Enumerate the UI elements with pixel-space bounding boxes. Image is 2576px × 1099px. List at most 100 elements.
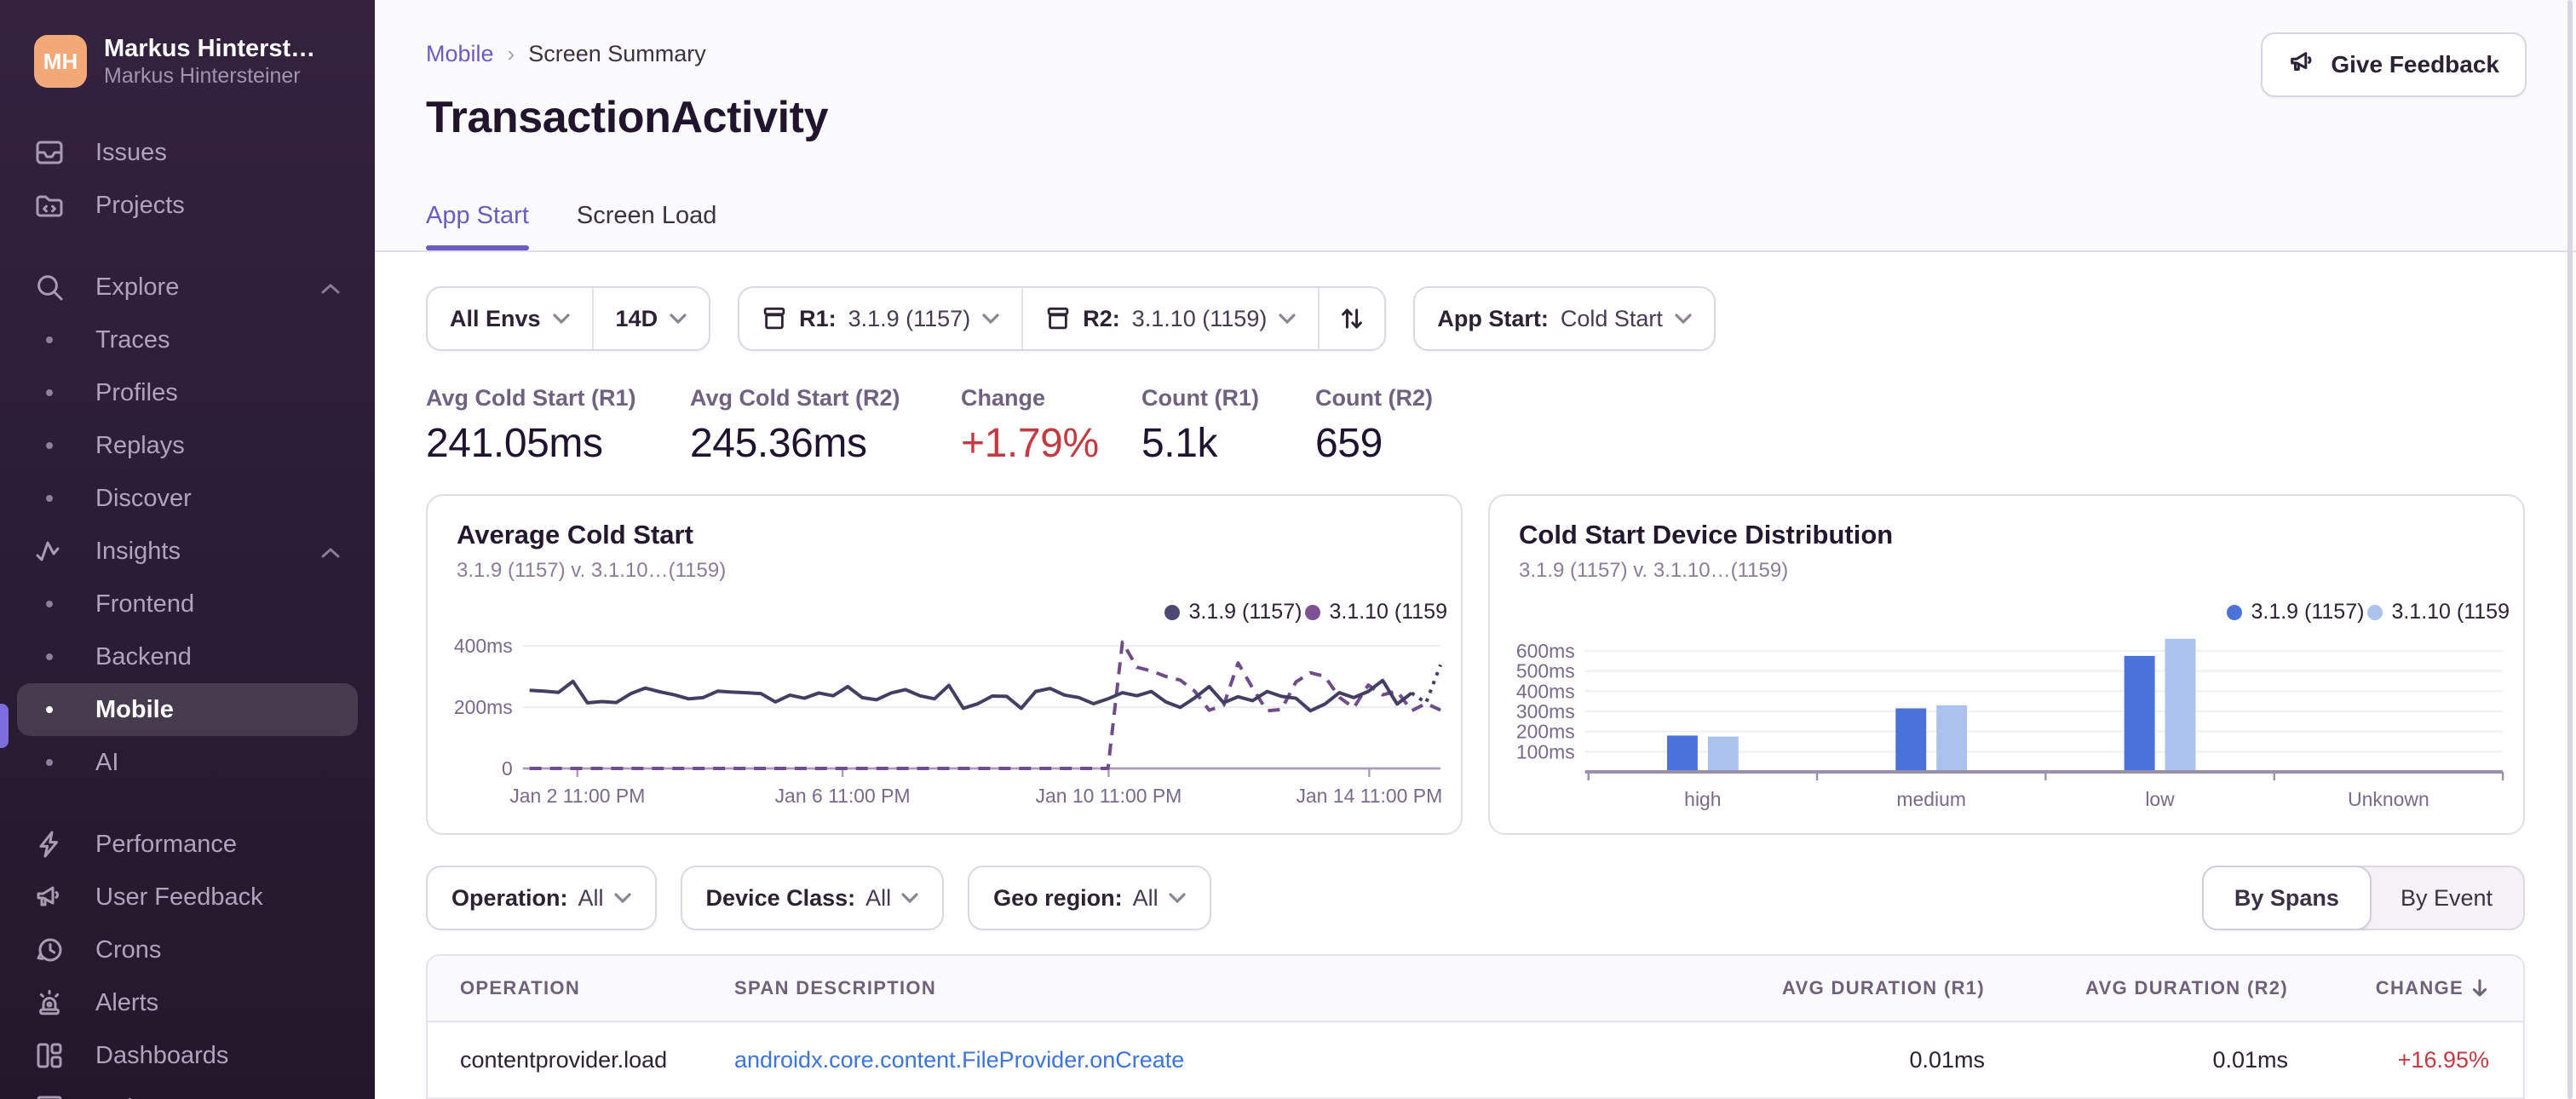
breadcrumb-mobile-link[interactable]: Mobile [426, 41, 494, 66]
release2-selector[interactable]: R2: 3.1.10 (1159) [1021, 288, 1318, 349]
siren-icon [34, 987, 65, 1018]
chevron-down-icon [552, 314, 570, 324]
svg-text:Jan 10 11:00 PM: Jan 10 11:00 PM [1036, 785, 1182, 807]
sidebar-item-releases[interactable]: Releases [17, 1082, 358, 1099]
sidebar-item-replays[interactable]: Replays [17, 419, 358, 472]
span-description-link[interactable]: androidx.core.content.FileProvider.onCre… [734, 1046, 1185, 1073]
chevron-down-icon [613, 893, 631, 903]
user-name: Markus Hinterst… [104, 35, 316, 62]
megaphone-icon [2288, 48, 2317, 83]
sidebar: MH Markus Hinterst… Markus Hintersteiner… [0, 0, 375, 1099]
page-scrollbar[interactable] [2567, 0, 2573, 1099]
legend-dot [1305, 604, 1321, 620]
sidebar-item-mobile[interactable]: Mobile [17, 683, 358, 736]
tab-app-start[interactable]: App Start [426, 202, 530, 250]
cell-operation: contentprovider.load [460, 1046, 668, 1073]
svg-text:Jan 2 11:00 PM: Jan 2 11:00 PM [509, 785, 645, 807]
swap-releases-button[interactable] [1318, 288, 1384, 349]
stats-row: Avg Cold Start (R1) 241.05ms Avg Cold St… [426, 385, 2525, 467]
legend-dot [2227, 604, 2243, 620]
chevron-down-icon [1675, 314, 1692, 324]
breadcrumb-current: Screen Summary [528, 41, 706, 66]
svg-text:Jan 6 11:00 PM: Jan 6 11:00 PM [775, 785, 911, 807]
sidebar-item-frontend[interactable]: Frontend [17, 578, 358, 630]
col-operation[interactable]: OPERATION [460, 977, 581, 998]
release-box-icon [1047, 307, 1069, 330]
sidebar-item-performance[interactable]: Performance [17, 818, 358, 871]
env-date-filter-group: All Envs 14D [426, 286, 711, 351]
sidebar-item-discover[interactable]: Discover [17, 472, 358, 525]
stat-change: Change +1.79% [961, 385, 1099, 466]
col-span-description[interactable]: SPAN DESCRIPTION [734, 977, 937, 998]
sidebar-item-user-feedback[interactable]: User Feedback [17, 871, 358, 924]
chevron-down-icon [670, 314, 687, 324]
user-org: Markus Hintersteiner [104, 64, 301, 88]
svg-text:400ms: 400ms [1516, 680, 1575, 702]
release-compare-group: R1: 3.1.9 (1157) R2: 3.1.10 (1159) [738, 286, 1387, 351]
sidebar-item-ai[interactable]: AI [17, 736, 358, 789]
give-feedback-button[interactable]: Give Feedback [2261, 32, 2527, 97]
cell-avg-r1: 0.01ms [1909, 1046, 1985, 1073]
chevron-right-icon: › [507, 41, 515, 66]
charts-row: Average Cold Start 3.1.9 (1157) v. 3.1.1… [426, 494, 2525, 835]
col-avg-duration-r1[interactable]: AVG DURATION (R1) [1782, 977, 1985, 998]
insights-wave-icon [34, 536, 65, 567]
chart-title: Cold Start Device Distribution [1519, 520, 1894, 550]
svg-text:600ms: 600ms [1516, 640, 1575, 662]
sidebar-item-explore[interactable]: Explore [17, 261, 358, 314]
col-avg-duration-r2[interactable]: AVG DURATION (R2) [2085, 977, 2288, 998]
chevron-up-icon [320, 538, 341, 566]
issues-icon [34, 137, 65, 168]
sidebar-item-issues[interactable]: Issues [17, 126, 358, 179]
projects-icon [34, 190, 65, 221]
arrow-down-icon [2472, 979, 2487, 997]
release1-selector[interactable]: R1: 3.1.9 (1157) [739, 288, 1021, 349]
clock-icon [34, 935, 65, 965]
sidebar-item-backend[interactable]: Backend [17, 630, 358, 683]
org-user-switcher[interactable]: MH Markus Hinterst… Markus Hintersteiner [0, 0, 375, 112]
stat-count-r2: Count (R2) 659 [1315, 385, 1433, 466]
sidebar-item-alerts[interactable]: Alerts [17, 976, 358, 1029]
stat-avg-cold-start-r1: Avg Cold Start (R1) 241.05ms [426, 385, 636, 466]
toggle-by-spans[interactable]: By Spans [2201, 866, 2372, 930]
col-change[interactable]: CHANGE [2288, 977, 2523, 999]
table-row[interactable]: contentprovider.load androidx.core.conte… [428, 1022, 2523, 1099]
chart-subtitle: 3.1.9 (1157) v. 3.1.10…(1159) [457, 559, 727, 582]
table-header: OPERATION SPAN DESCRIPTION AVG DURATION … [428, 956, 2523, 1022]
chart-legend: 3.1.9 (1157) 3.1.10 (1159 [2223, 600, 2510, 624]
app-start-type-filter[interactable]: App Start: Cold Start [1415, 288, 1714, 349]
svg-text:200ms: 200ms [1516, 721, 1575, 743]
svg-text:low: low [2145, 788, 2175, 810]
page-title: TransactionActivity [426, 93, 829, 142]
sidebar-nav: Issues Projects Explore Traces [0, 112, 375, 1099]
legend-dot [1164, 604, 1181, 620]
tab-screen-load[interactable]: Screen Load [576, 202, 717, 229]
main-content: Mobile › Screen Summary Give Feedback Tr… [375, 0, 2576, 1099]
sidebar-item-projects[interactable]: Projects [17, 179, 358, 232]
sidebar-item-profiles[interactable]: Profiles [17, 366, 358, 419]
search-icon [34, 272, 65, 302]
sidebar-item-crons[interactable]: Crons [17, 924, 358, 976]
svg-text:Jan 14 11:00 PM: Jan 14 11:00 PM [1296, 785, 1442, 807]
chart-subtitle: 3.1.9 (1157) v. 3.1.10…(1159) [1519, 559, 1789, 582]
svg-text:400ms: 400ms [454, 635, 513, 657]
operation-filter[interactable]: Operation: All [426, 866, 657, 930]
device-class-filter[interactable]: Device Class: All [680, 866, 945, 930]
svg-text:0: 0 [502, 757, 513, 780]
toggle-by-event[interactable]: By Event [2400, 884, 2493, 911]
svg-text:Unknown: Unknown [2348, 788, 2429, 810]
svg-text:medium: medium [1896, 788, 1966, 810]
sidebar-item-insights[interactable]: Insights [17, 525, 358, 578]
sidebar-item-dashboards[interactable]: Dashboards [17, 1029, 358, 1082]
breadcrumb: Mobile › Screen Summary [426, 41, 706, 67]
line-chart[interactable]: 0 200ms 400ms Jan 2 11:00 PM Jan 6 11:00 PM J… [428, 625, 1461, 826]
date-range-filter[interactable]: 14D [591, 288, 710, 349]
content-area: All Envs 14D R1: 3.1.9 (1157) [375, 252, 2576, 1099]
filter-bar: All Envs 14D R1: 3.1.9 (1157) [426, 286, 2525, 351]
environment-filter[interactable]: All Envs [428, 288, 592, 349]
svg-text:100ms: 100ms [1516, 740, 1575, 762]
sidebar-item-traces[interactable]: Traces [17, 314, 358, 366]
geo-region-filter[interactable]: Geo region: All [968, 866, 1211, 930]
